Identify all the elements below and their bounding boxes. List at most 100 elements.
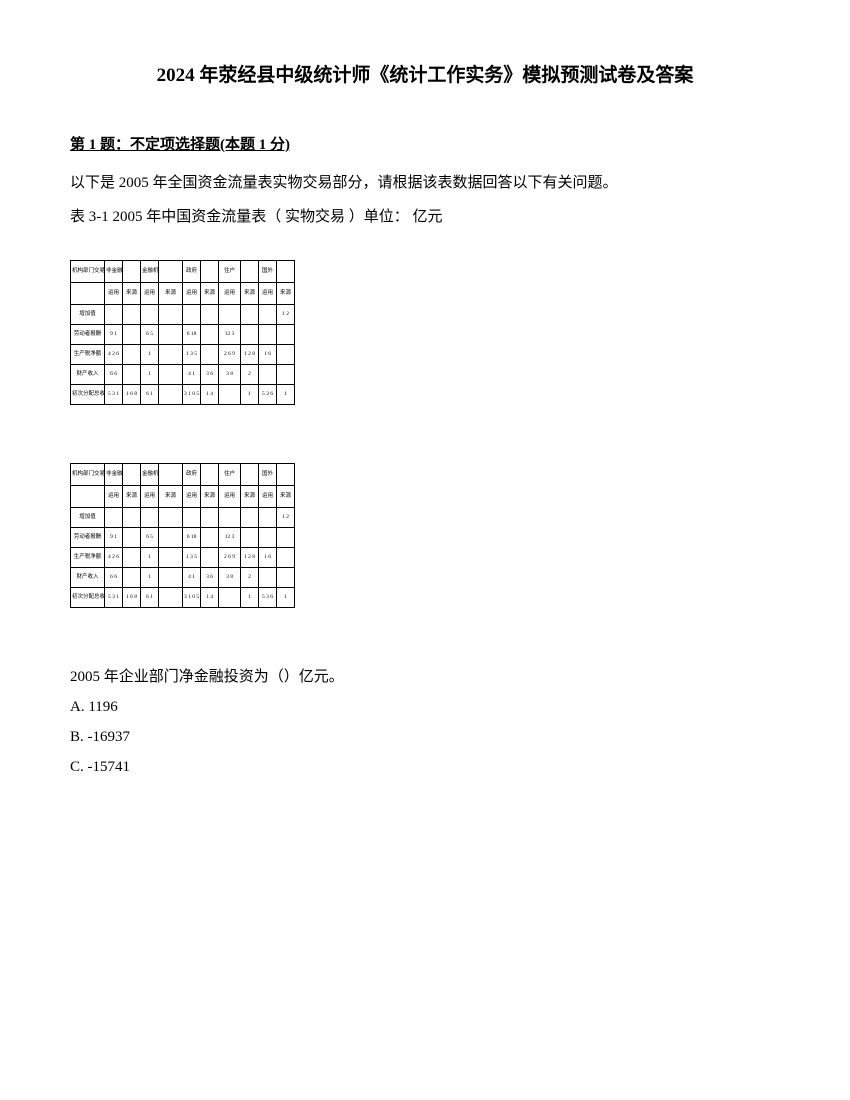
table-cell: 9 1 — [105, 325, 123, 345]
table-cell — [71, 283, 105, 305]
table-cell — [201, 464, 219, 486]
table-cell: 运用 — [183, 486, 201, 508]
table-cell: 机构部门交易项目 — [71, 464, 105, 486]
table-cell — [159, 508, 183, 528]
table-cell: 1 3 5 — [183, 548, 201, 568]
option-c: C. -15741 — [70, 752, 780, 782]
table-cell: 2 — [241, 568, 259, 588]
table-cell: 2 — [241, 365, 259, 385]
table-cell: 增加值 — [71, 305, 105, 325]
table-cell — [277, 528, 295, 548]
table-cell: 1 6 — [259, 345, 277, 365]
table-cell: 4 2 6 — [105, 345, 123, 365]
table-cell — [71, 486, 105, 508]
table-cell — [201, 548, 219, 568]
table-cell: 住户 — [219, 261, 241, 283]
table-cell: 来源 — [241, 486, 259, 508]
table-cell — [259, 305, 277, 325]
table-cell — [277, 261, 295, 283]
table-cell: 1 — [141, 345, 159, 365]
table-cell — [183, 305, 201, 325]
table-cell — [123, 345, 141, 365]
table-cell — [201, 305, 219, 325]
table-cell: 6 18 — [183, 528, 201, 548]
table-cell — [219, 385, 241, 405]
table-cell: 国外 — [259, 261, 277, 283]
table-caption: 表 3-1 2005 年中国资金流量表（ 实物交易 ）单位： 亿元 — [70, 202, 780, 232]
table-cell — [141, 508, 159, 528]
table-cell: 增加值 — [71, 508, 105, 528]
table-cell: 非金融企业 — [105, 464, 123, 486]
table-cell: 3 6 — [201, 365, 219, 385]
table-cell: 5 3 1 — [105, 588, 123, 608]
table-cell — [159, 588, 183, 608]
table-cell: 6 6 — [105, 568, 123, 588]
table-cell: 来源 — [201, 283, 219, 305]
table-cell — [159, 548, 183, 568]
table-cell: 2 6 9 — [219, 548, 241, 568]
final-question: 2005 年企业部门净金融投资为（）亿元。 — [70, 662, 780, 692]
table-cell: 政府 — [183, 464, 201, 486]
table-cell: 1 2 — [277, 508, 295, 528]
table-cell: 金融机构 — [141, 261, 159, 283]
table-cell: 来源 — [123, 283, 141, 305]
table-cell — [159, 385, 183, 405]
table-cell: 3 8 — [219, 365, 241, 385]
table-cell: 6 1 — [141, 385, 159, 405]
table-cell: 1 6 8 — [123, 588, 141, 608]
table-cell: 6 1 — [141, 588, 159, 608]
table-cell — [201, 325, 219, 345]
table-cell: 运用 — [141, 283, 159, 305]
table-cell: 1 — [277, 588, 295, 608]
table-cell: 1 6 8 — [123, 385, 141, 405]
table-cell — [159, 325, 183, 345]
table-cell: 1 — [141, 548, 159, 568]
table-cell — [159, 568, 183, 588]
table-cell: 运用 — [219, 283, 241, 305]
table-cell — [277, 548, 295, 568]
table-cell: 金融机构 — [141, 464, 159, 486]
option-b: B. -16937 — [70, 722, 780, 752]
table-cell: 6 5 — [141, 325, 159, 345]
table-cell — [241, 528, 259, 548]
table-cell — [241, 305, 259, 325]
table-cell: 4 1 — [183, 365, 201, 385]
table-cell: 12 3 — [219, 528, 241, 548]
table-cell: 劳动者报酬 — [71, 528, 105, 548]
table-cell — [159, 528, 183, 548]
table-cell: 生产税净额 — [71, 548, 105, 568]
question-heading: 第 1 题：不定项选择题(本题 1 分) — [70, 133, 780, 154]
table-cell — [259, 365, 277, 385]
table-cell: 来源 — [201, 486, 219, 508]
intro-text: 以下是 2005 年全国资金流量表实物交易部分，请根据该表数据回答以下有关问题。 — [70, 168, 780, 198]
table-cell — [219, 305, 241, 325]
table-cell — [123, 548, 141, 568]
table-cell — [141, 305, 159, 325]
table-cell — [123, 464, 141, 486]
table-cell: 机构部门交易项目 — [71, 261, 105, 283]
table-cell: 1 2 8 — [241, 548, 259, 568]
table-cell — [123, 508, 141, 528]
table-cell: 政府 — [183, 261, 201, 283]
table-cell — [159, 345, 183, 365]
table-cell — [241, 325, 259, 345]
table-cell: 国外 — [259, 464, 277, 486]
table-cell — [259, 325, 277, 345]
table-cell — [201, 508, 219, 528]
table-cell: 1 — [241, 385, 259, 405]
table-cell: 来源 — [159, 283, 183, 305]
table-cell: 1 4 — [201, 588, 219, 608]
table-cell: 1 — [141, 365, 159, 385]
table-cell — [277, 568, 295, 588]
table-cell — [159, 305, 183, 325]
table-cell: 运用 — [105, 486, 123, 508]
table-cell: 运用 — [259, 486, 277, 508]
table-cell — [201, 261, 219, 283]
table-cell: 3 1 0 5 — [183, 385, 201, 405]
table-cell — [123, 261, 141, 283]
table-cell: 1 — [277, 385, 295, 405]
table-cell: 1 4 — [201, 385, 219, 405]
table-cell: 劳动者报酬 — [71, 325, 105, 345]
table-cell: 初次分配总收入 — [71, 385, 105, 405]
table-cell: 6 18 — [183, 325, 201, 345]
